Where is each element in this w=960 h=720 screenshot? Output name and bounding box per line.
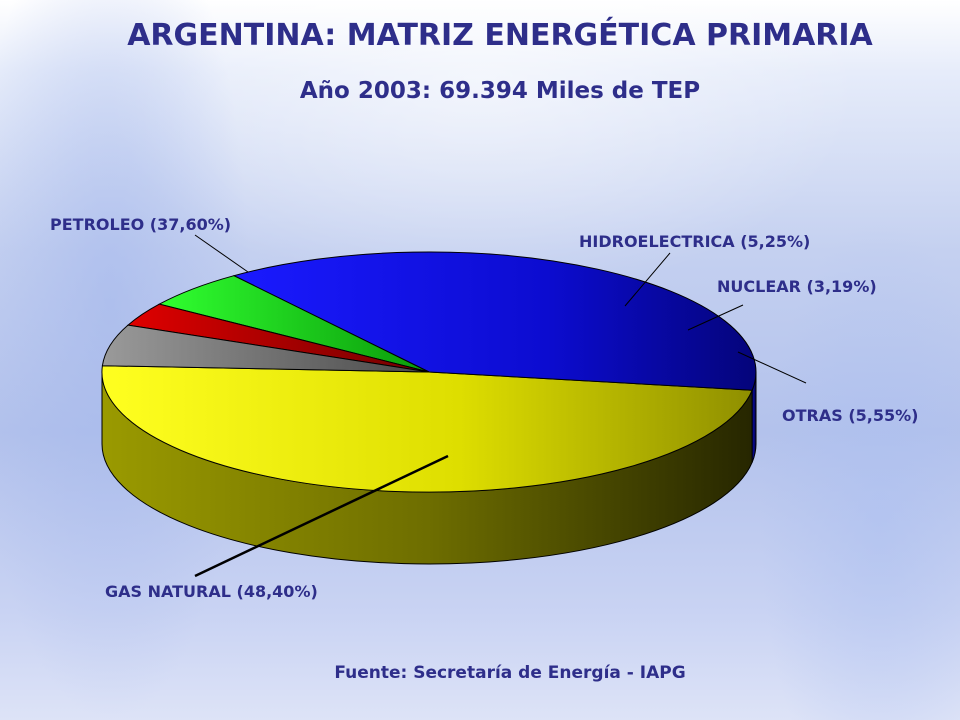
label-nuclear: NUCLEAR (3,19%) [717, 277, 877, 296]
leader-line-nuclear [687, 304, 744, 331]
label-otras: OTRAS (5,55%) [782, 406, 918, 425]
pie-slice-petroleo [232, 251, 757, 391]
slide-subtitle: Año 2003: 69.394 Miles de TEP [299, 78, 701, 104]
leader-line-otras [737, 351, 807, 384]
pie-slice-gas-natural [101, 365, 753, 493]
pie-slice-otras [101, 324, 430, 373]
label-petroleo: PETROLEO (37,60%) [50, 215, 231, 234]
label-hidroelectrica: HIDROELECTRICA (5,25%) [579, 232, 810, 251]
leader-line-petroleo [194, 234, 249, 273]
label-gas-natural: GAS NATURAL (48,40%) [105, 582, 318, 601]
slide-title: ARGENTINA: MATRIZ ENERGÉTICA PRIMARIA [127, 18, 873, 53]
leader-line-hidroelectrica [624, 252, 671, 307]
source-note: Fuente: Secretaría de Energía - IAPG [334, 663, 686, 683]
leader-line-gas-natural [194, 454, 449, 578]
